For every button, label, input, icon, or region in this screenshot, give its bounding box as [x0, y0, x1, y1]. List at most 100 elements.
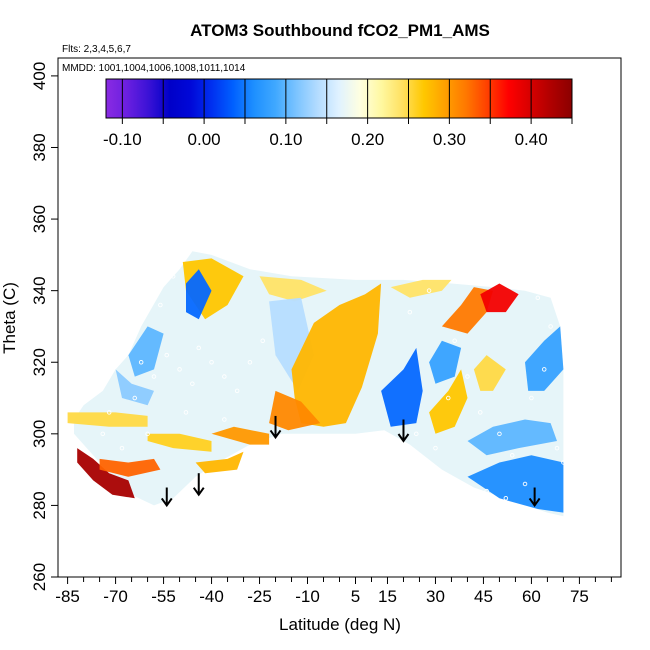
data-point	[529, 395, 534, 401]
arrow-head	[528, 497, 541, 508]
heatmap-patch	[429, 369, 468, 434]
data-point	[222, 417, 227, 422]
data-point	[87, 388, 93, 394]
arrow-markers	[160, 415, 541, 508]
y-tick-label: 340	[30, 276, 49, 304]
data-point	[170, 274, 176, 279]
y-axis: 260 280 300 320 340 360 380 400	[30, 62, 58, 591]
data-point	[446, 395, 451, 401]
data-point	[478, 410, 483, 415]
data-point	[548, 324, 553, 329]
flights-label: Flts: 2,3,4,5,6,7	[62, 44, 131, 55]
heatmap-patch	[259, 276, 327, 302]
y-tick-label: 320	[30, 348, 49, 376]
data-point	[522, 481, 528, 487]
x-axis-label: Latitude (deg N)	[279, 615, 401, 634]
data-point	[247, 359, 253, 365]
heatmap-patch	[390, 279, 452, 298]
heatmap-patch	[186, 269, 212, 320]
y-tick-label: 280	[30, 491, 49, 519]
heatmap-patch	[480, 283, 519, 313]
heatmap-patch	[441, 287, 493, 334]
x-axis: -85 -70 -55 -40 -25 -10 5 15 30 45 60 75	[55, 577, 612, 606]
colorbar-tick-label: -0.10	[103, 130, 142, 149]
heatmap-patch	[77, 448, 135, 499]
data-point	[407, 309, 413, 315]
x-tick-label: -10	[295, 587, 320, 606]
chart-title: ATOM3 Southbound fCO2_PM1_AMS	[190, 21, 490, 40]
data-point	[164, 352, 170, 358]
colorbar: -0.10 0.00 0.10 0.20 0.30 0.40	[103, 78, 573, 149]
x-tick-label: -55	[151, 587, 176, 606]
heatmap-patch	[147, 433, 212, 452]
heatmap-patch	[467, 419, 557, 456]
data-point	[138, 359, 144, 365]
arrow-head	[397, 433, 410, 443]
heatmap-patch	[525, 326, 564, 391]
data-point	[509, 453, 515, 458]
data-point	[151, 374, 157, 379]
colorbar-tick-label: 0.10	[269, 130, 302, 149]
data-point	[561, 460, 566, 465]
x-tick-label: -70	[103, 587, 128, 606]
scatter-points	[87, 274, 566, 501]
dates-label: MMDD: 1001,1004,1006,1008,1011,1014	[62, 63, 246, 74]
data-point	[503, 496, 509, 501]
y-axis-label: Theta (C)	[0, 282, 19, 354]
data-point	[190, 381, 195, 386]
arrow-head	[160, 497, 173, 508]
colorbar-tick-label: 0.30	[433, 130, 466, 149]
data-point	[535, 295, 541, 301]
colorbar-tick-label: 0.40	[515, 130, 548, 149]
y-tick-label: 360	[30, 205, 49, 233]
heatmap-patch	[115, 369, 154, 406]
data-point	[260, 338, 265, 344]
heatmap-patch	[473, 355, 506, 391]
x-tick-label: 60	[522, 587, 541, 606]
heatmap-patch	[381, 347, 423, 427]
data-point	[183, 410, 189, 415]
data-point	[465, 374, 470, 379]
data-point	[484, 488, 489, 494]
data-point	[414, 431, 419, 437]
data-point	[497, 431, 502, 437]
x-tick-label: 15	[378, 587, 397, 606]
heatmap-patch	[67, 412, 148, 427]
y-tick-label: 380	[30, 133, 49, 161]
data-point	[119, 445, 125, 451]
x-tick-label: 30	[426, 587, 445, 606]
data-point	[222, 374, 227, 379]
x-tick-label: 45	[474, 587, 493, 606]
heatmap-patch	[269, 390, 321, 431]
y-tick-label: 400	[30, 62, 49, 90]
heatmap-patch	[429, 340, 462, 384]
x-tick-label: 5	[351, 587, 360, 606]
x-tick-label: -40	[199, 587, 224, 606]
y-tick-label: 300	[30, 420, 49, 448]
x-tick-label: -85	[55, 587, 80, 606]
colorbar-tick-label: 0.20	[351, 130, 384, 149]
y-tick-label: 260	[30, 563, 49, 591]
arrow-head	[192, 487, 205, 497]
data-point	[426, 288, 432, 293]
x-tick-label: -25	[247, 587, 272, 606]
data-point	[100, 431, 106, 437]
heatmap-patch	[195, 451, 244, 474]
colorbar-tick-label: 0.00	[188, 130, 221, 149]
data-point	[177, 367, 182, 372]
colorbar-rect	[105, 78, 573, 119]
data-point	[554, 445, 560, 451]
data-point	[452, 338, 457, 344]
heatmap-patch	[291, 283, 382, 427]
heatmap-patch	[128, 326, 164, 377]
heatmap-patch	[99, 458, 161, 477]
data-point	[145, 431, 150, 437]
heatmap-surface	[67, 251, 564, 517]
data-point	[234, 388, 240, 394]
data-point	[541, 367, 547, 372]
data-point	[158, 302, 163, 308]
data-point	[196, 345, 201, 351]
data-point	[132, 395, 138, 401]
data-point	[106, 410, 112, 415]
data-point	[209, 359, 214, 365]
